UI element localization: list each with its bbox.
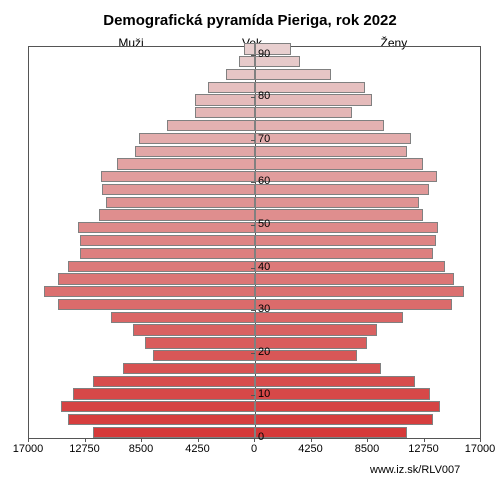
chart-container: { "chart": { "type": "population-pyramid… xyxy=(0,0,500,500)
bar-female-72 xyxy=(255,120,384,131)
bar-male-42 xyxy=(80,248,255,259)
bar-male-39 xyxy=(68,261,255,272)
bar-female-63 xyxy=(255,158,423,169)
bar-female-81 xyxy=(255,82,365,93)
ytick-90: 90 xyxy=(258,48,270,60)
bar-female-51 xyxy=(255,209,423,220)
bar-male-45 xyxy=(80,235,255,246)
bar-female-3 xyxy=(255,414,433,425)
bar-male-66 xyxy=(135,146,255,157)
bar-female-9 xyxy=(255,388,430,399)
bar-female-24 xyxy=(255,324,377,335)
ytick-60: 60 xyxy=(258,175,270,187)
xtick-3: 4250 xyxy=(185,443,209,455)
bar-male-51 xyxy=(99,209,255,220)
bar-female-69 xyxy=(255,133,411,144)
bar-female-21 xyxy=(255,337,367,348)
ytick-80: 80 xyxy=(258,90,270,102)
bar-female-36 xyxy=(255,273,454,284)
bar-male-24 xyxy=(133,324,255,335)
bar-male-6 xyxy=(61,401,255,412)
bar-female-18 xyxy=(255,350,357,361)
bar-male-60 xyxy=(101,171,255,182)
xtick-7: 12750 xyxy=(408,443,439,455)
bar-male-0 xyxy=(93,427,255,438)
xtick-0: 17000 xyxy=(13,443,44,455)
ytick-50: 50 xyxy=(258,218,270,230)
bar-female-45 xyxy=(255,235,436,246)
bar-male-87 xyxy=(239,56,255,67)
bar-male-21 xyxy=(145,337,255,348)
bar-male-54 xyxy=(106,197,255,208)
bar-female-48 xyxy=(255,222,438,233)
bar-female-33 xyxy=(255,286,464,297)
ytick-70: 70 xyxy=(258,133,270,145)
bar-male-72 xyxy=(167,120,255,131)
ytick-10: 10 xyxy=(258,388,270,400)
bar-female-15 xyxy=(255,363,381,374)
plot-area: 0102030405060708090 xyxy=(28,46,481,439)
bar-male-9 xyxy=(73,388,255,399)
ytick-0: 0 xyxy=(258,431,264,443)
bar-female-57 xyxy=(255,184,429,195)
bar-female-60 xyxy=(255,171,437,182)
bar-female-0 xyxy=(255,427,407,438)
xtick-4: 0 xyxy=(251,443,257,455)
chart-title: Demografická pyramída Pieriga, rok 2022 xyxy=(0,12,500,29)
bar-male-12 xyxy=(93,376,255,387)
bar-male-33 xyxy=(44,286,255,297)
xtick-8: 17000 xyxy=(465,443,496,455)
bar-male-90 xyxy=(244,43,255,54)
bar-female-42 xyxy=(255,248,433,259)
xtick-1: 12750 xyxy=(69,443,100,455)
bar-male-3 xyxy=(68,414,255,425)
source-text: www.iz.sk/RLV007 xyxy=(370,464,460,476)
bar-male-75 xyxy=(195,107,255,118)
bar-male-63 xyxy=(117,158,255,169)
bar-female-84 xyxy=(255,69,331,80)
xtick-5: 4250 xyxy=(298,443,322,455)
bar-female-30 xyxy=(255,299,452,310)
ytick-20: 20 xyxy=(258,346,270,358)
bar-female-39 xyxy=(255,261,445,272)
bar-male-69 xyxy=(139,133,255,144)
bar-male-81 xyxy=(208,82,255,93)
bar-male-78 xyxy=(195,94,255,105)
xtick-6: 8500 xyxy=(355,443,379,455)
bar-male-84 xyxy=(226,69,255,80)
bar-male-30 xyxy=(58,299,255,310)
ytick-40: 40 xyxy=(258,261,270,273)
bar-female-78 xyxy=(255,94,372,105)
bar-male-15 xyxy=(123,363,255,374)
bar-male-18 xyxy=(153,350,255,361)
bar-male-57 xyxy=(102,184,255,195)
xtick-2: 8500 xyxy=(129,443,153,455)
bar-female-6 xyxy=(255,401,440,412)
ytick-30: 30 xyxy=(258,303,270,315)
bar-female-54 xyxy=(255,197,419,208)
bar-male-36 xyxy=(58,273,255,284)
bar-female-12 xyxy=(255,376,415,387)
bar-female-27 xyxy=(255,312,403,323)
bar-male-48 xyxy=(78,222,255,233)
bar-male-27 xyxy=(111,312,255,323)
bar-female-66 xyxy=(255,146,407,157)
bar-female-75 xyxy=(255,107,352,118)
